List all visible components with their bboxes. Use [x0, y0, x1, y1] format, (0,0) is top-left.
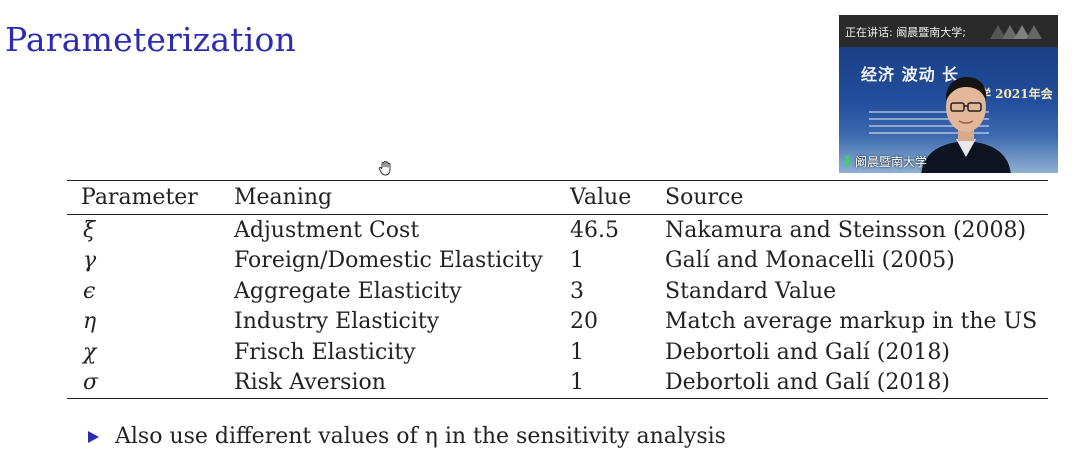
- param-source: Nakamura and Steinsson (2008): [665, 217, 1027, 243]
- param-meaning: Industry Elasticity: [234, 309, 440, 335]
- table-row: χ Frisch Elasticity 1 Debortoli and Galí…: [67, 337, 1048, 368]
- header-decoration-icon: [990, 25, 1042, 39]
- param-meaning: Aggregate Elasticity: [234, 278, 462, 304]
- video-header: 正在讲话: 阚晨暨南大学;: [839, 15, 1058, 47]
- header-meaning: Meaning: [234, 180, 570, 215]
- bullet-item: Also use different values of η in the se…: [88, 424, 726, 449]
- speaker-avatar: [921, 77, 1011, 173]
- param-meaning: Frisch Elasticity: [234, 339, 416, 365]
- param-symbol: χ: [83, 339, 97, 365]
- param-symbol: γ: [83, 248, 97, 274]
- backdrop-text-lines: [869, 111, 989, 139]
- backdrop-title: 经济 波动 长: [861, 65, 960, 84]
- param-source: Standard Value: [665, 278, 837, 304]
- param-symbol: ξ: [83, 217, 96, 243]
- bullet-text: Also use different values of η in the se…: [115, 424, 726, 449]
- header-source: Source: [665, 180, 1048, 215]
- param-value: 1: [570, 248, 584, 274]
- param-symbol: ϵ: [83, 278, 96, 304]
- param-value: 1: [570, 370, 584, 396]
- param-value: 46.5: [570, 217, 619, 243]
- table-header-row: Parameter Meaning Value Source: [67, 180, 1048, 215]
- param-source: Match average markup in the US: [665, 309, 1038, 335]
- table-row: γ Foreign/Domestic Elasticity 1 Galí and…: [67, 246, 1048, 277]
- param-symbol: η: [83, 309, 97, 335]
- video-feed: 经济 波动 长 学 2021年会 阚晨暨南大学: [839, 47, 1058, 173]
- param-value: 20: [570, 309, 598, 335]
- participant-name-tag: 阚晨暨南大学: [842, 153, 927, 170]
- header-value: Value: [570, 180, 665, 215]
- param-source: Debortoli and Galí (2018): [665, 339, 950, 365]
- param-meaning: Adjustment Cost: [234, 217, 420, 243]
- right-triangle-bullet-icon: [88, 431, 99, 443]
- param-meaning: Foreign/Domestic Elasticity: [234, 248, 543, 274]
- param-value: 3: [570, 278, 584, 304]
- hand-cursor-icon: [378, 161, 391, 176]
- param-symbol: σ: [83, 370, 99, 396]
- param-source: Debortoli and Galí (2018): [665, 370, 950, 396]
- speaker-video-panel[interactable]: 正在讲话: 阚晨暨南大学; 经济 波动 长 学 2021年会: [839, 15, 1058, 173]
- table-row: σ Risk Aversion 1 Debortoli and Galí (20…: [67, 368, 1048, 399]
- table-row: ϵ Aggregate Elasticity 3 Standard Value: [67, 276, 1048, 307]
- speaking-label: 正在讲话: 阚晨暨南大学;: [845, 26, 966, 39]
- param-value: 1: [570, 339, 584, 365]
- param-meaning: Risk Aversion: [234, 370, 386, 396]
- parameter-table: Parameter Meaning Value Source ξ Adjustm…: [67, 180, 1048, 399]
- backdrop-subtitle: 学 2021年会: [979, 87, 1053, 101]
- header-parameter: Parameter: [67, 180, 234, 215]
- table-row: η Industry Elasticity 20 Match average m…: [67, 307, 1048, 338]
- slide-title: Parameterization: [5, 20, 296, 59]
- microphone-icon: [842, 155, 852, 168]
- participant-name: 阚晨暨南大学: [855, 155, 928, 169]
- param-source: Galí and Monacelli (2005): [665, 248, 955, 274]
- table-row: ξ Adjustment Cost 46.5 Nakamura and Stei…: [67, 215, 1048, 246]
